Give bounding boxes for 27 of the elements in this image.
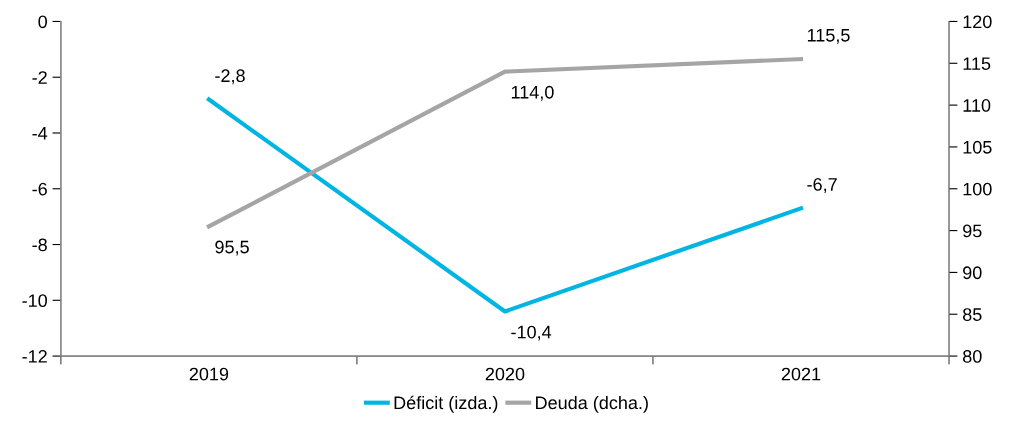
y-tick-label: 0 bbox=[38, 15, 47, 29]
x-tick-label: 2019 bbox=[189, 367, 229, 381]
data-label: 95,5 bbox=[215, 240, 249, 256]
y-tick-label: -6 bbox=[32, 182, 47, 196]
y2-tick-label: 85 bbox=[963, 308, 982, 321]
data-label: -2,8 bbox=[215, 69, 245, 85]
y2-tick-label: 115 bbox=[963, 57, 991, 70]
y2-tick-label: 90 bbox=[963, 266, 982, 280]
y-tick-label: -2 bbox=[32, 71, 47, 84]
data-label: 114,0 bbox=[511, 85, 554, 101]
data-label: -6,7 bbox=[807, 178, 837, 193]
x-tick-label: 2021 bbox=[781, 367, 821, 381]
legend-label: Deuda (dcha.) bbox=[536, 395, 648, 413]
y2-tick-label: 110 bbox=[963, 99, 991, 112]
y2-tick-label: 100 bbox=[963, 182, 992, 196]
y2-tick-label: 95 bbox=[963, 224, 982, 238]
x-tick-label: 2020 bbox=[485, 367, 525, 381]
legend-label: Déficit (izda.) bbox=[394, 395, 498, 413]
y-tick-label: -4 bbox=[32, 127, 48, 140]
data-label: -10,4 bbox=[511, 325, 552, 341]
y-tick-label: -10 bbox=[22, 294, 47, 308]
y-tick-label: -8 bbox=[32, 238, 47, 252]
y2-tick-label: 120 bbox=[963, 15, 992, 29]
y-tick-label: -12 bbox=[22, 350, 47, 363]
data-label: 115,5 bbox=[807, 29, 850, 44]
y2-tick-label: 105 bbox=[963, 140, 992, 154]
y2-tick-label: 80 bbox=[963, 350, 982, 363]
